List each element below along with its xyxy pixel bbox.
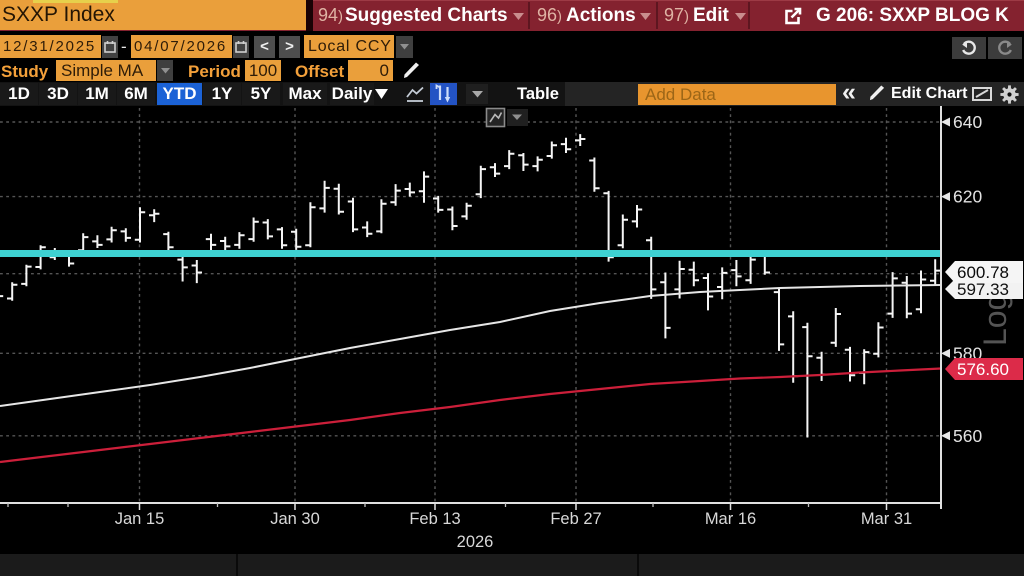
svg-text:Feb 27: Feb 27 <box>550 510 601 528</box>
svg-text:Jan 15: Jan 15 <box>115 510 165 528</box>
svg-text:576.60: 576.60 <box>957 360 1009 379</box>
svg-text:640: 640 <box>953 112 982 132</box>
svg-text:Feb 13: Feb 13 <box>409 510 460 528</box>
svg-text:600.78: 600.78 <box>957 263 1009 282</box>
svg-text:560: 560 <box>953 426 982 446</box>
svg-text:Log: Log <box>977 293 1013 346</box>
svg-text:597.33: 597.33 <box>957 280 1009 299</box>
svg-text:Mar 31: Mar 31 <box>861 510 912 528</box>
svg-text:2026: 2026 <box>457 533 494 551</box>
svg-text:620: 620 <box>953 187 982 207</box>
svg-text:Jan 30: Jan 30 <box>270 510 320 528</box>
svg-text:Mar 16: Mar 16 <box>705 510 756 528</box>
